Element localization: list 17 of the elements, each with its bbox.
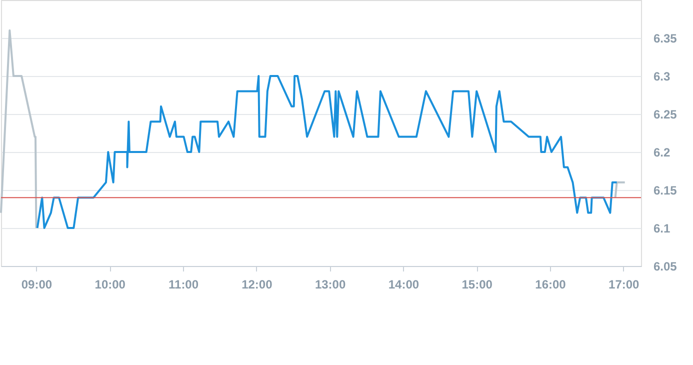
y-tick-label: 6.25 (654, 108, 678, 122)
y-tick-label: 6.35 (654, 32, 678, 46)
x-tick-label: 15:00 (462, 278, 493, 292)
y-tick-label: 6.2 (654, 146, 671, 160)
x-tick-label: 14:00 (388, 278, 420, 292)
x-tick-label: 13:00 (314, 278, 346, 292)
y-tick-label: 6.3 (654, 70, 671, 84)
x-tick-label: 12:00 (242, 278, 273, 292)
x-tick-label: 16:00 (535, 278, 566, 292)
x-tick-label: 09:00 (21, 278, 52, 292)
x-tick-label: 17:00 (608, 278, 640, 292)
x-tick-label: 11:00 (168, 278, 199, 292)
y-tick-label: 6.1 (654, 222, 671, 236)
line-series (36, 75, 618, 229)
y-tick-label: 6.15 (654, 184, 678, 198)
y-tick-label: 6.05 (654, 260, 678, 274)
x-tick-label: 10:00 (94, 278, 126, 292)
